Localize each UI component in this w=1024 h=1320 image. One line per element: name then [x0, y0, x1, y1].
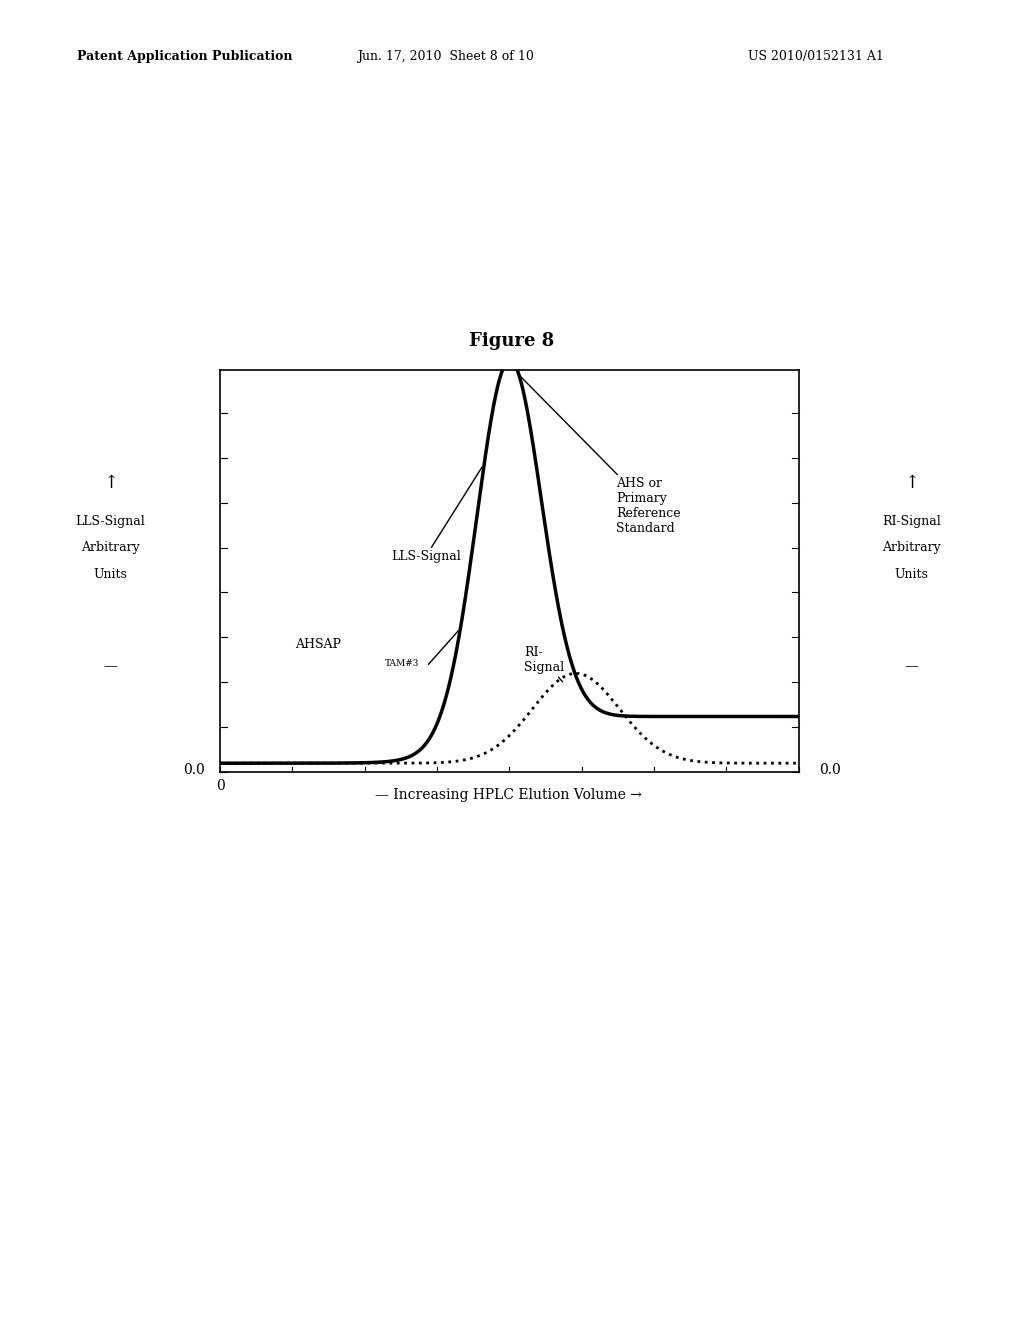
- Text: RI-
Signal: RI- Signal: [524, 647, 564, 682]
- Text: 0.0: 0.0: [819, 763, 841, 776]
- Text: Arbitrary: Arbitrary: [882, 541, 941, 554]
- Text: Units: Units: [894, 568, 929, 581]
- Text: 0.0: 0.0: [183, 763, 205, 776]
- Text: ↑: ↑: [904, 474, 919, 492]
- Text: Jun. 17, 2010  Sheet 8 of 10: Jun. 17, 2010 Sheet 8 of 10: [357, 50, 534, 63]
- Text: AHS or
Primary
Reference
Standard: AHS or Primary Reference Standard: [517, 374, 681, 536]
- Text: LLS-Signal: LLS-Signal: [391, 467, 482, 564]
- Text: LLS-Signal: LLS-Signal: [76, 515, 145, 528]
- Text: — Increasing HPLC Elution Volume →: — Increasing HPLC Elution Volume →: [376, 788, 642, 803]
- Text: —: —: [904, 660, 919, 673]
- Text: —: —: [103, 660, 118, 673]
- Text: ↑: ↑: [103, 474, 118, 492]
- Text: Figure 8: Figure 8: [469, 331, 555, 350]
- Text: Units: Units: [93, 568, 128, 581]
- Text: US 2010/0152131 A1: US 2010/0152131 A1: [748, 50, 884, 63]
- Text: RI-Signal: RI-Signal: [882, 515, 941, 528]
- Text: Patent Application Publication: Patent Application Publication: [77, 50, 292, 63]
- Text: 0: 0: [216, 779, 224, 793]
- Text: AHSAP: AHSAP: [295, 638, 341, 651]
- Text: Arbitrary: Arbitrary: [81, 541, 140, 554]
- Text: TAM#3: TAM#3: [385, 659, 420, 668]
